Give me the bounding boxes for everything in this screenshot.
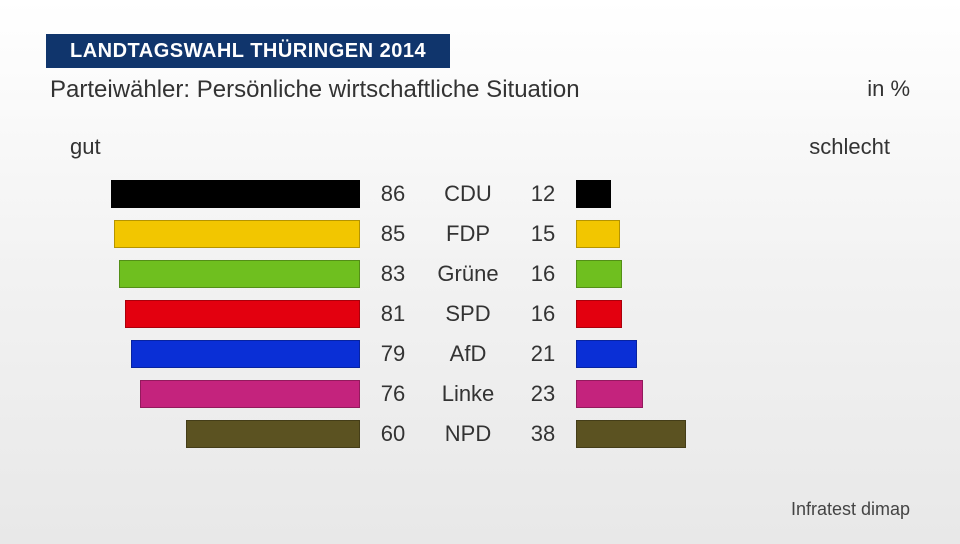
bar-good-wrap [70,420,360,448]
value-bad: 21 [520,341,566,367]
bar-bad-wrap [576,180,866,208]
bar-bad [576,260,622,288]
bar-good [186,420,360,448]
party-label: AfD [426,341,510,367]
bar-good [111,180,360,208]
bar-good [131,340,360,368]
chart-row: 86 CDU 12 [70,174,890,214]
bar-good-wrap [70,340,360,368]
value-bad: 16 [520,261,566,287]
value-bad: 38 [520,421,566,447]
value-good: 85 [370,221,416,247]
party-label: Grüne [426,261,510,287]
chart-row: 79 AfD 21 [70,334,890,374]
bar-good [140,380,360,408]
bar-bad-wrap [576,340,866,368]
bar-bad-wrap [576,420,866,448]
bar-bad-wrap [576,220,866,248]
chart-row: 81 SPD 16 [70,294,890,334]
bar-bad [576,340,637,368]
value-good: 81 [370,301,416,327]
bar-good [125,300,360,328]
bar-bad [576,420,686,448]
column-header-good: gut [70,134,101,160]
bar-good-wrap [70,300,360,328]
bar-good-wrap [70,180,360,208]
bar-bad-wrap [576,380,866,408]
value-good: 83 [370,261,416,287]
bar-good [114,220,361,248]
party-label: Linke [426,381,510,407]
chart-area: gut schlecht 86CDU1285FDP1583Grüne1681SP… [70,148,890,454]
chart-rows: 86 CDU 12 85 FDP 15 83 Grüne 16 81 SPD 16 79 AfD 21 76 L… [70,174,890,454]
party-label: FDP [426,221,510,247]
chart-row: 83 Grüne 16 [70,254,890,294]
value-bad: 16 [520,301,566,327]
value-bad: 12 [520,181,566,207]
value-bad: 23 [520,381,566,407]
chart-row: 60 NPD 38 [70,414,890,454]
value-good: 76 [370,381,416,407]
bar-bad [576,180,611,208]
bar-bad [576,380,643,408]
subtitle: Parteiwähler: Persönliche wirtschaftlich… [50,76,580,104]
value-good: 86 [370,181,416,207]
unit-label: in % [867,76,910,102]
bar-good-wrap [70,380,360,408]
header-band: LANDTAGSWAHL THÜRINGEN 2014 [46,34,450,68]
chart-row: 76 Linke 23 [70,374,890,414]
bar-good [119,260,360,288]
chart-row: 85 FDP 15 [70,214,890,254]
header-title: LANDTAGSWAHL THÜRINGEN 2014 [70,40,426,63]
value-bad: 15 [520,221,566,247]
bar-good-wrap [70,260,360,288]
value-good: 60 [370,421,416,447]
bar-bad-wrap [576,260,866,288]
bar-bad-wrap [576,300,866,328]
bar-good-wrap [70,220,360,248]
party-label: NPD [426,421,510,447]
bar-bad [576,220,620,248]
column-header-bad: schlecht [809,134,890,160]
value-good: 79 [370,341,416,367]
bar-bad [576,300,622,328]
party-label: CDU [426,181,510,207]
source-attribution: Infratest dimap [791,499,910,520]
party-label: SPD [426,301,510,327]
